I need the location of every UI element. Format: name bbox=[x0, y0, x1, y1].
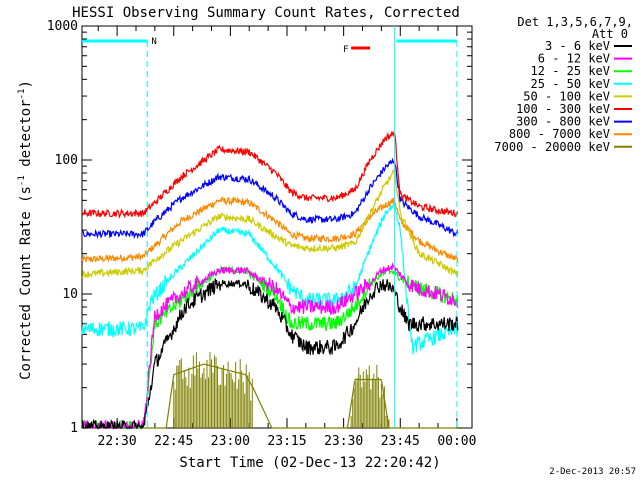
y-axis-label-exp1: -1 bbox=[17, 175, 27, 186]
y-axis-label-exp2: -1 bbox=[17, 89, 27, 100]
series-line bbox=[81, 262, 459, 431]
legend-label: 100 - 300 keV bbox=[516, 102, 610, 116]
x-tick-label: 22:30 bbox=[98, 434, 137, 449]
datestamp: 2-Dec-2013 20:57 bbox=[549, 467, 636, 477]
legend-label: 300 - 800 keV bbox=[516, 115, 610, 129]
plot-frame bbox=[81, 25, 473, 429]
y-axis-label-start: Corrected Count Rate (s bbox=[18, 186, 34, 380]
legend-label: 800 - 7000 keV bbox=[509, 127, 610, 141]
legend-label: 12 - 25 keV bbox=[531, 64, 610, 78]
chart-title: HESSI Observing Summary Count Rates, Cor… bbox=[72, 5, 460, 21]
series-line bbox=[81, 201, 459, 355]
y-tick-label: 10 bbox=[62, 287, 78, 302]
legend: Det 1,3,5,6,7,9, Att 0 bbox=[517, 15, 633, 41]
legend-label: 50 - 100 keV bbox=[523, 89, 610, 103]
legend-header-2: Att 0 bbox=[592, 27, 628, 41]
series-line bbox=[81, 130, 459, 219]
legend-label: 3 - 6 keV bbox=[545, 39, 610, 53]
series-line bbox=[81, 265, 459, 431]
x-tick-label: 23:45 bbox=[381, 434, 420, 449]
series-line bbox=[81, 278, 459, 430]
x-tick-label: 22:45 bbox=[154, 434, 193, 449]
x-tick-label: 23:00 bbox=[211, 434, 250, 449]
y-axis-label-mid: detector bbox=[18, 99, 34, 175]
x-tick-label: 23:30 bbox=[324, 434, 363, 449]
series-line bbox=[81, 195, 459, 264]
y-tick-label: 1 bbox=[70, 421, 78, 436]
series-line bbox=[82, 363, 458, 429]
legend-label: 7000 - 20000 keV bbox=[494, 140, 610, 154]
series-line bbox=[81, 168, 459, 280]
x-tick-label: 00:00 bbox=[437, 434, 476, 449]
attenuator-label: N bbox=[151, 37, 156, 47]
legend-label: 25 - 50 keV bbox=[531, 77, 610, 91]
legend-header-1: Det 1,3,5,6,7,9, bbox=[517, 15, 633, 29]
flare-label: F bbox=[343, 45, 348, 55]
plot-area: 1 10 100 1000 22:30 22:45 23:00 23:15 23:30 23:45… bbox=[47, 19, 477, 449]
y-axis-label: Corrected Count Rate (s-1 detector-1) bbox=[17, 80, 34, 380]
x-tick-label: 23:15 bbox=[267, 434, 306, 449]
y-tick-label: 1000 bbox=[47, 19, 78, 34]
y-axis-label-end: ) bbox=[18, 80, 34, 88]
y-tick-label: 100 bbox=[55, 153, 78, 168]
legend-label: 6 - 12 keV bbox=[538, 52, 610, 66]
series-line bbox=[81, 157, 459, 240]
x-axis-label: Start Time (02-Dec-13 22:20:42) bbox=[179, 455, 440, 471]
